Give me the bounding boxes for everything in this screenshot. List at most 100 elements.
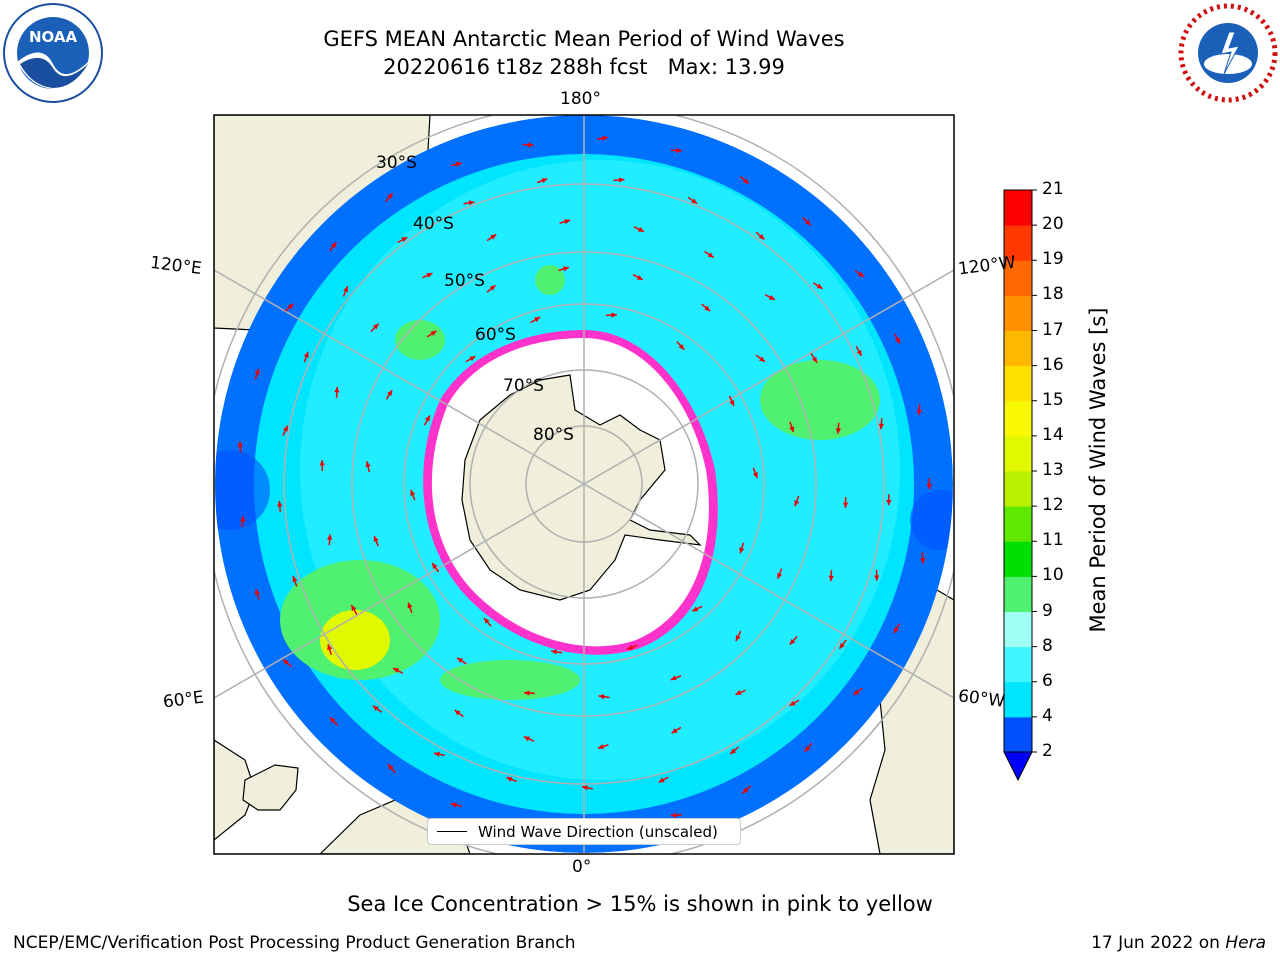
footer-machine: Hera	[1225, 933, 1266, 953]
wind-wave-arrowhead	[551, 649, 557, 655]
colorbar-tick-label: 16	[1042, 354, 1064, 375]
colorbar-segment	[1004, 506, 1032, 542]
lat-label-70s: 70°S	[503, 376, 544, 396]
wind-wave-arrowhead	[739, 547, 745, 554]
wind-wave-arrowhead	[469, 356, 476, 362]
wind-wave-arrowhead	[434, 751, 440, 757]
wind-wave-arrowhead	[611, 312, 617, 318]
colorbar-segment	[1004, 225, 1032, 261]
wind-wave-arrowhead	[730, 748, 737, 755]
colorbar-tick-label: 20	[1042, 214, 1064, 235]
wind-wave-arrowhead	[277, 500, 283, 507]
wind-wave-arrowhead	[789, 426, 795, 433]
colorbar-tick-label: 17	[1042, 319, 1064, 340]
footer-date-text: 17 Jun 2022 on	[1091, 933, 1226, 953]
wind-wave-arrowhead	[410, 489, 416, 496]
lat-label-40s: 40°S	[413, 214, 454, 234]
footer-date: 17 Jun 2022 on Hera	[1091, 933, 1266, 953]
wind-wave-arrowhead	[874, 575, 880, 581]
wind-wave-arrowhead	[523, 736, 530, 742]
colorbar-segment	[1004, 435, 1032, 472]
wind-wave-arrowhead	[856, 349, 862, 356]
colorbar-segment	[1004, 295, 1032, 331]
wind-wave-arrowhead	[742, 178, 749, 184]
wind-wave-arrowhead	[704, 305, 711, 312]
wind-wave-arrowhead	[534, 317, 541, 323]
colorbar-tick-label: 10	[1042, 565, 1064, 586]
legend-label: Wind Wave Direction (unscaled)	[478, 823, 718, 841]
colorbar-tick-label: 11	[1042, 530, 1064, 551]
wind-wave-arrowhead	[858, 271, 865, 278]
wind-wave-arrowhead	[842, 502, 849, 508]
wind-wave-arrowhead	[564, 219, 571, 225]
wind-wave-arrowhead	[816, 283, 823, 289]
colorbar-segment	[1004, 365, 1032, 402]
lat-label-30s: 30°S	[376, 153, 417, 173]
wind-wave-arrowhead	[303, 351, 309, 358]
wind-wave-arrowhead	[287, 303, 294, 310]
lat-label-50s: 50°S	[444, 271, 485, 291]
wind-wave-arrowhead	[254, 588, 260, 595]
wind-wave-arrowhead	[752, 472, 758, 479]
chart-subtitle: 20220616 t18z 288h fcst Max: 13.99	[383, 55, 785, 79]
colorbar-segment	[1004, 541, 1032, 577]
wind-wave-arrowhead	[372, 323, 379, 330]
wind-wave-arrowhead	[489, 285, 496, 291]
chart-title: GEFS MEAN Antarctic Mean Period of Wind …	[323, 27, 845, 51]
wind-wave-arrowhead	[804, 219, 811, 226]
wind-wave-arrowhead	[729, 400, 735, 407]
wind-wave-arrowhead	[811, 356, 818, 363]
wind-wave-arrowhead	[563, 266, 569, 272]
wind-wave-arrowhead	[468, 200, 475, 206]
colorbar-segment	[1004, 611, 1032, 648]
wind-wave-arrowhead	[254, 368, 260, 375]
wind-wave-arrowhead	[365, 461, 371, 468]
wind-wave-arrowhead	[789, 700, 796, 706]
wind-wave-arrowhead	[926, 483, 932, 490]
wind-wave-arrowhead	[239, 516, 246, 522]
sea-ice-caption: Sea Ice Concentration > 15% is shown in …	[347, 892, 933, 916]
wind-wave-arrowhead	[676, 147, 682, 154]
wind-wave-arrowhead	[393, 668, 400, 673]
wind-wave-arrowhead	[759, 356, 765, 362]
map-frame	[213, 114, 955, 855]
colorbar-segment	[1004, 681, 1032, 718]
footer-branch: NCEP/EMC/Verification Post Processing Pr…	[13, 933, 576, 953]
wind-wave-arrowhead	[424, 415, 430, 422]
wind-wave-arrowhead	[455, 161, 462, 167]
wind-wave-arrowhead	[678, 344, 685, 350]
wind-wave-arrowhead	[636, 274, 643, 280]
wind-wave-arrowhead	[457, 657, 464, 664]
wind-wave-arrowhead	[598, 694, 605, 700]
colorbar-segment	[1004, 576, 1032, 612]
nws-logo	[1177, 2, 1279, 104]
wind-wave-arrowhead	[804, 745, 811, 752]
wind-wave-arrowhead	[581, 785, 588, 791]
wind-wave-arrows	[237, 135, 932, 831]
wind-wave-arrowhead	[602, 135, 608, 141]
wind-wave-arrowhead	[430, 330, 437, 336]
wind-wave-arrowhead	[691, 198, 698, 204]
wind-wave-arrowhead	[707, 252, 714, 258]
wind-wave-arrowhead	[484, 617, 490, 624]
wind-wave-arrowhead	[387, 193, 393, 199]
lon-label-180: 180°	[560, 89, 601, 109]
wind-wave-arrowhead	[351, 605, 357, 611]
wind-wave-arrowhead	[523, 690, 530, 696]
wind-wave-arrowhead	[768, 294, 775, 300]
wind-wave-arrowhead	[886, 499, 892, 506]
wind-wave-arrowhead	[373, 535, 379, 542]
wind-wave-arrowhead	[735, 690, 742, 695]
wind-wave-arrowhead	[839, 642, 845, 649]
wind-wave-arrowhead	[451, 802, 457, 808]
colorbar-segment	[1004, 646, 1032, 683]
wind-wave-arrowhead	[835, 428, 841, 434]
colorbar-tick-label: 9	[1042, 600, 1053, 621]
wind-wave-arrowhead	[895, 337, 900, 344]
wind-wave-arrowhead	[789, 638, 796, 645]
wind-wave-arrowhead	[735, 634, 741, 641]
wind-wave-arrowhead	[777, 572, 783, 579]
wind-wave-arrowhead	[638, 226, 645, 232]
wind-wave-arrowhead	[237, 441, 243, 447]
